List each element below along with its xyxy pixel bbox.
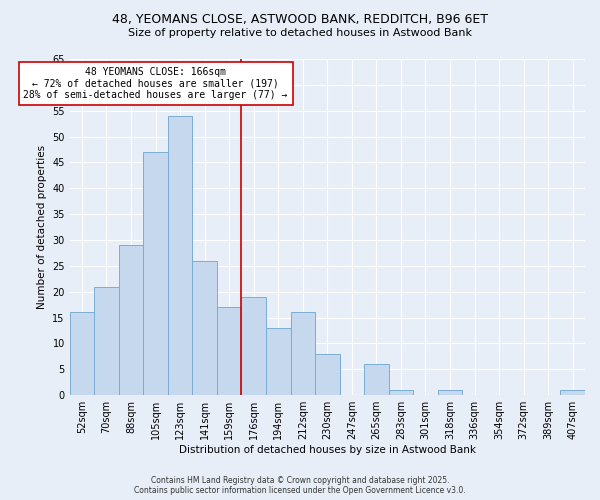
Bar <box>143 152 168 395</box>
Bar <box>389 390 413 395</box>
Y-axis label: Number of detached properties: Number of detached properties <box>37 145 47 309</box>
Bar <box>364 364 389 395</box>
Text: 48 YEOMANS CLOSE: 166sqm
← 72% of detached houses are smaller (197)
28% of semi-: 48 YEOMANS CLOSE: 166sqm ← 72% of detach… <box>23 67 288 100</box>
Text: 48, YEOMANS CLOSE, ASTWOOD BANK, REDDITCH, B96 6ET: 48, YEOMANS CLOSE, ASTWOOD BANK, REDDITC… <box>112 12 488 26</box>
Text: Contains HM Land Registry data © Crown copyright and database right 2025.
Contai: Contains HM Land Registry data © Crown c… <box>134 476 466 495</box>
Bar <box>241 297 266 395</box>
Bar <box>266 328 290 395</box>
Bar <box>193 260 217 395</box>
Bar <box>94 286 119 395</box>
Bar <box>119 245 143 395</box>
Bar <box>560 390 585 395</box>
Bar <box>217 308 241 395</box>
Bar <box>168 116 193 395</box>
Bar <box>315 354 340 395</box>
Bar <box>70 312 94 395</box>
X-axis label: Distribution of detached houses by size in Astwood Bank: Distribution of detached houses by size … <box>179 445 476 455</box>
Bar <box>438 390 463 395</box>
Bar <box>290 312 315 395</box>
Text: Size of property relative to detached houses in Astwood Bank: Size of property relative to detached ho… <box>128 28 472 38</box>
